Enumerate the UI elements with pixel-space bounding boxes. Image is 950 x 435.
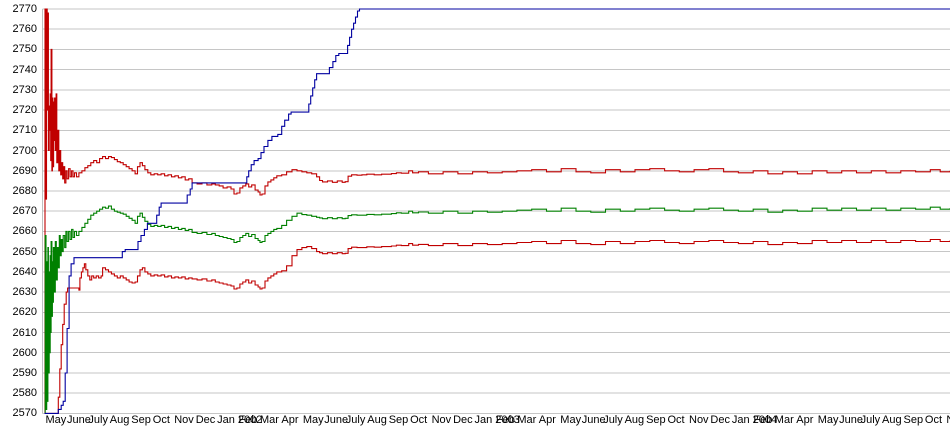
- x-axis-label: Dec: [195, 414, 216, 426]
- x-axis-label: Feb: [753, 414, 773, 426]
- x-axis-label: June: [581, 414, 606, 426]
- x-axis-label: July: [88, 414, 108, 426]
- x-axis-label: Nov: [431, 414, 452, 426]
- y-axis-label: 2610: [12, 326, 37, 339]
- x-axis-label: Sep: [646, 414, 666, 426]
- x-axis-label: Mar: [260, 414, 279, 426]
- x-axis-label: Nov: [946, 415, 950, 426]
- x-axis-label: Oct: [924, 414, 943, 426]
- x-axis-label: Apr: [796, 414, 814, 426]
- series-blue-line: [44, 8, 950, 414]
- x-axis-label: Sep: [903, 414, 924, 426]
- series-red-lower-line: [44, 238, 950, 414]
- y-axis-label: 2580: [12, 387, 37, 400]
- y-axis-label: 2750: [12, 43, 37, 56]
- x-axis-label: Oct: [152, 414, 170, 426]
- x-axis-label: May: [817, 414, 839, 426]
- y-axis-label: 2770: [12, 3, 37, 15]
- x-axis-label: Oct: [410, 414, 428, 426]
- x-axis-label: Feb: [495, 414, 515, 426]
- y-axis-label: 2720: [12, 104, 37, 117]
- x-axis-label: July: [603, 414, 623, 426]
- y-axis-label: 2700: [12, 144, 37, 157]
- y-axis-label: 2760: [12, 23, 37, 36]
- y-axis-label: 2650: [12, 245, 37, 258]
- x-axis-label: July: [860, 414, 881, 426]
- x-axis-label: Apr: [538, 414, 556, 426]
- x-axis-label: May: [560, 414, 582, 426]
- x-axis-label: Dec: [453, 414, 473, 426]
- x-axis-label: Jan 2002: [217, 414, 263, 426]
- x-axis-label: Sep: [388, 414, 409, 426]
- y-axis-label: 2730: [12, 83, 37, 96]
- x-axis-label: Dec: [710, 414, 730, 426]
- x-axis-label: Mar: [774, 414, 794, 426]
- x-axis-label: Aug: [109, 414, 130, 426]
- series-red-upper-line: [44, 8, 950, 414]
- y-axis-label: 2570: [12, 407, 37, 420]
- x-axis-label: June: [324, 414, 349, 426]
- y-axis-label: 2680: [12, 185, 37, 197]
- x-axis-label: Mar: [517, 414, 537, 426]
- y-axis-label: 2690: [12, 164, 37, 177]
- x-axis-label: Aug: [367, 414, 387, 426]
- x-axis-label: Feb: [238, 414, 258, 426]
- y-axis-label: 2660: [12, 225, 37, 238]
- x-axis-label: May: [45, 414, 67, 426]
- x-axis-label: Aug: [624, 414, 645, 426]
- x-axis-label: Jan 2003: [474, 414, 520, 426]
- x-axis-label: Apr: [281, 414, 299, 426]
- x-axis-label: May: [302, 414, 324, 426]
- x-axis-label: Nov: [174, 414, 194, 426]
- y-axis-label: 2590: [12, 367, 37, 379]
- x-axis-label: July: [345, 414, 366, 426]
- x-axis-label: Oct: [667, 414, 685, 426]
- x-axis-label: Nov: [689, 414, 709, 426]
- y-axis-label: 2630: [12, 286, 37, 299]
- x-axis-label: Sep: [131, 414, 151, 426]
- x-axis-label: Jan 2004: [731, 414, 778, 426]
- y-axis-label: 2710: [12, 124, 37, 137]
- series-green-line: [44, 205, 950, 414]
- x-axis-label: June: [839, 414, 863, 426]
- y-axis-label: 2740: [12, 63, 37, 76]
- x-axis-label: Aug: [882, 414, 902, 426]
- y-axis-label: 2620: [12, 306, 37, 319]
- y-axis-label: 2640: [12, 265, 37, 278]
- x-axis-label: June: [67, 414, 91, 426]
- y-axis-label: 2670: [12, 205, 37, 218]
- y-axis-label: 2600: [12, 346, 37, 359]
